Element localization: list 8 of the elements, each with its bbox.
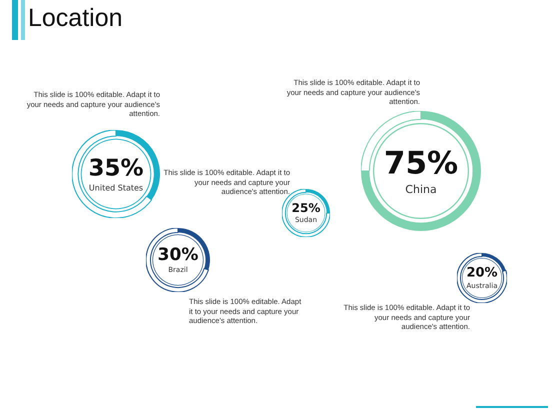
data-label: 20% xyxy=(466,266,498,281)
data-label: 30% xyxy=(158,245,198,266)
data-label: 75% xyxy=(384,145,458,182)
text: Location xyxy=(28,4,123,33)
slice-label: United States xyxy=(88,183,144,192)
slice-label: China xyxy=(405,183,437,196)
data-label: 25% xyxy=(292,201,320,216)
data-label: 35% xyxy=(88,155,144,182)
